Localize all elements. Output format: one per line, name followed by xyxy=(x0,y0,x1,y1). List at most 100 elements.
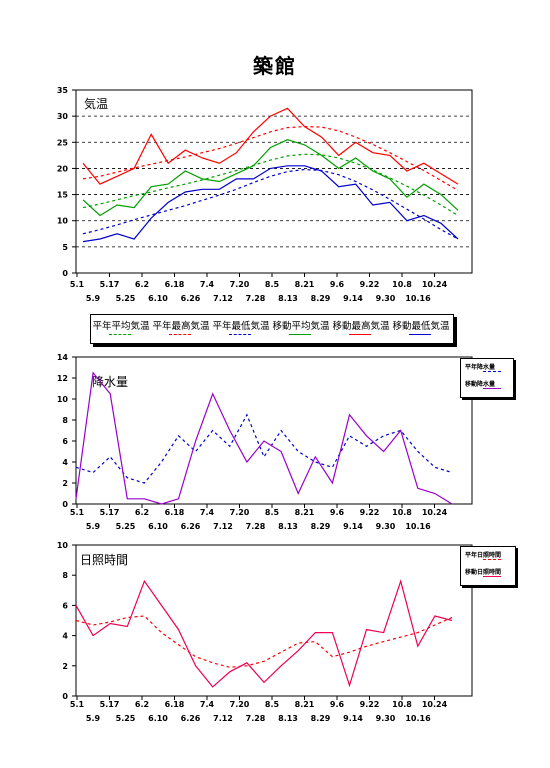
precip-series-2 xyxy=(75,371,453,505)
sun-y-tick-label: 6 xyxy=(62,601,68,610)
sun-legend-swatch xyxy=(483,559,501,560)
temp-x-tick-label: 5.25 xyxy=(116,294,136,303)
sun-x-tick-label: 8.21 xyxy=(295,700,315,709)
precip-x-tick-label: 8.29 xyxy=(311,522,331,531)
precip-x-tick-label: 5.1 xyxy=(70,508,85,517)
sun-y-tick-label: 4 xyxy=(62,632,68,641)
sun-x-tick-label: 6.10 xyxy=(148,714,168,723)
precip-x-tick-label: 7.4 xyxy=(200,508,215,517)
sun-x-tick-label: 8.29 xyxy=(311,714,331,723)
temperature-legend-label: 平年平均気温 xyxy=(92,321,150,332)
precip-x-tick-label: 10.8 xyxy=(392,508,412,517)
sun-series-1 xyxy=(75,615,453,668)
sun-x-tick-label: 10.24 xyxy=(422,700,448,709)
sun-x-tick-label: 5.17 xyxy=(100,700,120,709)
temp-y-tick-label: 5 xyxy=(62,243,68,252)
sun-y-tick-label: 0 xyxy=(62,692,68,701)
precip-series-1 xyxy=(75,413,453,484)
precip-x-tick-label: 9.30 xyxy=(376,522,396,531)
temp-y-tick-label: 0 xyxy=(62,269,68,278)
temp-y-tick-label: 15 xyxy=(57,191,69,200)
temp-plot-frame xyxy=(75,89,473,274)
temp-x-tick-label: 6.10 xyxy=(148,294,168,303)
temp-x-tick-label: 7.12 xyxy=(213,294,233,303)
temp-series-2 xyxy=(82,125,459,191)
temp-series-4 xyxy=(82,139,459,217)
sun-x-tick-label: 9.22 xyxy=(360,700,380,709)
precip-x-tick-label: 7.12 xyxy=(213,522,233,531)
sun-x-tick-label: 5.25 xyxy=(116,714,136,723)
temperature-legend-swatch xyxy=(409,334,431,335)
temperature-legend-label: 移動最低気温 xyxy=(392,321,450,332)
precip-y-tick-label: 4 xyxy=(62,458,68,467)
temp-x-tick-label: 10.24 xyxy=(422,280,448,289)
precip-x-tick-label: 7.28 xyxy=(246,522,266,531)
precip-y-tick-label: 0 xyxy=(62,500,68,509)
temp-x-tick-label: 8.13 xyxy=(278,294,298,303)
precip-x-tick-label: 8.5 xyxy=(265,508,280,517)
temp-x-tick-label: 8.29 xyxy=(311,294,331,303)
temp-x-tick-label: 6.18 xyxy=(165,280,185,289)
temp-series-5 xyxy=(82,107,459,185)
precip-x-tick-label: 9.22 xyxy=(360,508,380,517)
temp-x-tick-label: 5.17 xyxy=(100,280,120,289)
temp-x-tick-label: 6.26 xyxy=(181,294,201,303)
temp-y-tick-label: 10 xyxy=(57,217,69,226)
precip-plot-frame xyxy=(75,356,473,505)
sun-y-tick-label: 8 xyxy=(62,571,68,580)
temperature-legend-label: 移動最高気温 xyxy=(332,321,390,332)
temp-y-tick-label: 25 xyxy=(57,138,69,147)
sun-x-tick-label: 5.9 xyxy=(86,714,101,723)
temperature-legend-swatch xyxy=(289,334,311,335)
sun-x-tick-label: 5.1 xyxy=(70,700,85,709)
precip-x-tick-label: 10.16 xyxy=(405,522,431,531)
temperature-legend-swatch xyxy=(229,334,251,335)
precip-y-tick-label: 2 xyxy=(62,479,68,488)
temp-x-tick-label: 6.2 xyxy=(135,280,149,289)
temperature-legend: 平年平均気温 平年最高気温 平年最低気温 移動平均気温 移動最高気温 移動最低気温 xyxy=(90,314,454,344)
temperature-panel-label: 気温 xyxy=(84,96,108,111)
temp-x-tick-label: 8.21 xyxy=(295,280,315,289)
temp-series-1 xyxy=(82,153,459,217)
temp-x-tick-label: 7.20 xyxy=(230,280,250,289)
precip-y-tick-label: 10 xyxy=(57,395,69,404)
temp-x-tick-label: 9.6 xyxy=(330,280,345,289)
temperature-legend-swatch xyxy=(169,334,191,335)
precip-x-tick-label: 5.25 xyxy=(116,522,136,531)
sun-x-tick-label: 7.4 xyxy=(200,700,215,709)
sun-y-tick-label: 10 xyxy=(57,541,69,550)
sun-x-tick-label: 7.20 xyxy=(230,700,250,709)
sun-x-tick-label: 8.13 xyxy=(278,714,298,723)
precip-y-tick-label: 12 xyxy=(57,374,68,383)
temp-x-tick-label: 8.5 xyxy=(265,280,280,289)
temperature-legend-swatch xyxy=(349,334,371,335)
precip-x-tick-label: 5.9 xyxy=(86,522,101,531)
temp-y-tick-label: 20 xyxy=(57,164,69,173)
temp-x-tick-label: 5.1 xyxy=(70,280,85,289)
precip-x-tick-label: 6.26 xyxy=(181,522,201,531)
sunshine-panel-label: 日照時間 xyxy=(80,553,128,567)
temp-x-tick-label: 10.16 xyxy=(405,294,431,303)
sun-legend-label: 平年日照時間 xyxy=(465,552,502,559)
page-title: 築館 xyxy=(253,54,297,78)
precipitation-legend: 平年降水量移動降水量 xyxy=(460,358,514,398)
sun-x-tick-label: 9.6 xyxy=(330,700,345,709)
precip-x-tick-label: 6.2 xyxy=(135,508,149,517)
precip-x-tick-label: 8.13 xyxy=(278,522,298,531)
temp-y-tick-label: 35 xyxy=(57,86,69,95)
precip-legend-label: 平年降水量 xyxy=(465,364,496,371)
precip-y-tick-label: 14 xyxy=(57,353,69,362)
temp-x-tick-label: 7.4 xyxy=(200,280,215,289)
precip-y-tick-label: 8 xyxy=(62,416,68,425)
sun-x-tick-label: 7.12 xyxy=(213,714,233,723)
temp-x-tick-label: 9.22 xyxy=(360,280,380,289)
precip-legend-swatch xyxy=(483,388,501,389)
precip-legend-label: 移動降水量 xyxy=(465,381,496,388)
sun-y-tick-label: 2 xyxy=(62,662,68,671)
temp-y-tick-label: 30 xyxy=(57,112,69,121)
temperature-legend-label: 平年最高気温 xyxy=(152,321,210,332)
precip-x-tick-label: 7.20 xyxy=(230,508,250,517)
precip-x-tick-label: 10.24 xyxy=(422,508,448,517)
sun-legend-swatch xyxy=(483,576,501,577)
